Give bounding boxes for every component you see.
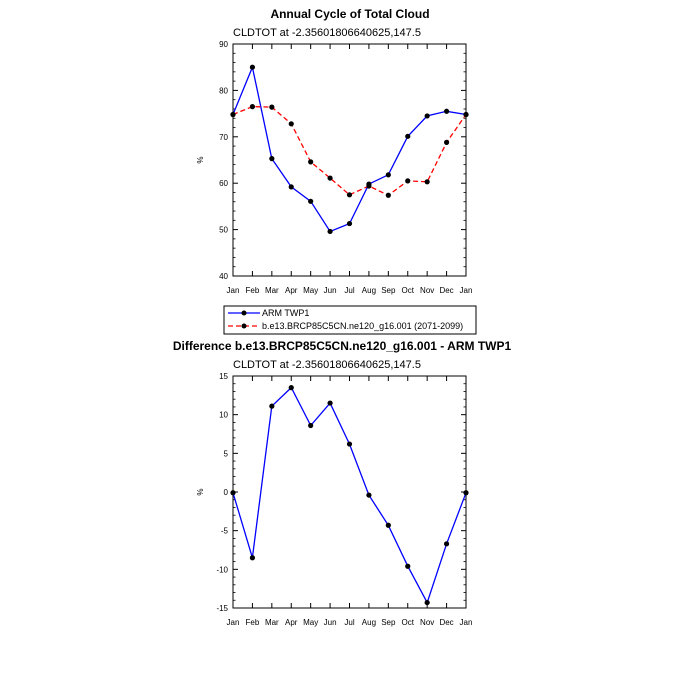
y-tick-label: 40 [219, 272, 228, 281]
x-tick-label: Apr [285, 286, 298, 295]
x-tick-label: Aug [362, 618, 376, 627]
legend-marker-arm [241, 310, 247, 316]
legend-marker-model [241, 323, 247, 329]
x-tick-label: Jan [227, 286, 240, 295]
difference-chart: Difference b.e13.BRCP85C5CN.ne120_g16.00… [173, 339, 512, 627]
data-point [249, 64, 256, 70]
x-tick-label: Jul [344, 618, 354, 627]
data-point [463, 111, 469, 118]
x-tick-label: Sep [381, 286, 396, 295]
y-tick-label: 50 [219, 226, 228, 235]
y-tick-label: 60 [219, 179, 228, 188]
legend-box [223, 305, 477, 335]
data-point [288, 385, 294, 391]
data-point [346, 220, 353, 227]
chart-subtitle: CLDTOT at -2.35601806640625,147.5 [233, 359, 421, 371]
y-tick-label: 90 [219, 40, 228, 49]
data-point [366, 492, 372, 498]
legend: ARM TWP1 b.e13.BRCP85C5CN.ne120_g16.001 … [223, 305, 477, 335]
x-tick-label: Apr [285, 618, 298, 627]
x-tick-label: Dec [439, 286, 453, 295]
data-point [385, 172, 391, 178]
x-tick-label: Jul [344, 286, 354, 295]
y-axis-label: % [196, 488, 205, 495]
y-tick-label: 10 [219, 411, 228, 420]
x-tick-label: Feb [246, 286, 260, 295]
x-tick-label: Mar [265, 618, 279, 627]
y-tick-label: 0 [224, 488, 229, 497]
series-line [232, 386, 467, 605]
data-point [249, 555, 256, 561]
x-tick-label: Jun [324, 286, 337, 295]
data-point [327, 175, 333, 181]
data-point [366, 183, 372, 189]
data-point [288, 184, 294, 190]
data-point [385, 192, 391, 198]
y-tick-label: 5 [224, 449, 229, 458]
x-tick-label: Sep [381, 618, 396, 627]
chart-subtitle: CLDTOT at -2.35601806640625,147.5 [233, 27, 421, 39]
y-tick-label: 70 [219, 133, 228, 142]
data-point [385, 522, 391, 528]
data-point [308, 422, 314, 429]
plot-frame [232, 375, 467, 609]
y-tick-label: 80 [219, 86, 228, 95]
x-tick-label: Nov [420, 286, 434, 295]
x-tick-label: Feb [246, 618, 260, 627]
series-line [232, 105, 467, 197]
data-point [269, 403, 275, 409]
data-point [405, 133, 411, 139]
y-tick-label: -15 [216, 604, 228, 613]
x-tick-label: Nov [420, 618, 434, 627]
x-tick-label: Dec [439, 618, 453, 627]
x-tick-label: May [303, 618, 318, 627]
data-point [346, 192, 353, 198]
x-tick-label: Aug [362, 286, 376, 295]
x-tick-label: Oct [402, 618, 415, 627]
y-tick-label: -10 [216, 565, 228, 574]
y-axis-label: % [196, 156, 205, 163]
data-point [230, 490, 236, 496]
data-point [249, 104, 256, 110]
data-point [230, 111, 236, 118]
x-tick-label: Jun [324, 618, 337, 627]
series-line [232, 65, 467, 233]
data-point [405, 563, 411, 569]
data-point [269, 104, 275, 110]
chart-title: Difference b.e13.BRCP85C5CN.ne120_g16.00… [173, 339, 512, 353]
legend-label-model: b.e13.BRCP85C5CN.ne120_g16.001 (2071-209… [262, 321, 463, 331]
x-tick-label: Jan [460, 286, 473, 295]
y-tick-label: 15 [219, 372, 228, 381]
data-point [405, 178, 411, 184]
plot-frame [232, 43, 467, 277]
x-tick-label: Mar [265, 286, 279, 295]
y-tick-label: -5 [221, 527, 229, 536]
data-point [327, 400, 333, 406]
chart-title: Annual Cycle of Total Cloud [270, 7, 429, 21]
data-point [443, 108, 450, 114]
data-point [308, 159, 314, 165]
x-tick-label: Oct [402, 286, 415, 295]
x-tick-label: May [303, 286, 318, 295]
data-point [424, 179, 430, 185]
data-point [327, 228, 333, 235]
legend-label-arm: ARM TWP1 [262, 308, 309, 318]
data-point [443, 139, 450, 145]
data-point [424, 599, 430, 606]
x-tick-label: Jan [227, 618, 240, 627]
data-point [463, 490, 469, 496]
data-point [269, 156, 275, 162]
data-point [443, 541, 450, 547]
x-tick-label: Jan [460, 618, 473, 627]
data-point [346, 441, 353, 447]
annual-cycle-chart: Annual Cycle of Total Cloud CLDTOT at -2… [196, 7, 472, 295]
data-point [424, 113, 430, 119]
data-point [308, 198, 314, 204]
data-point [288, 121, 294, 127]
